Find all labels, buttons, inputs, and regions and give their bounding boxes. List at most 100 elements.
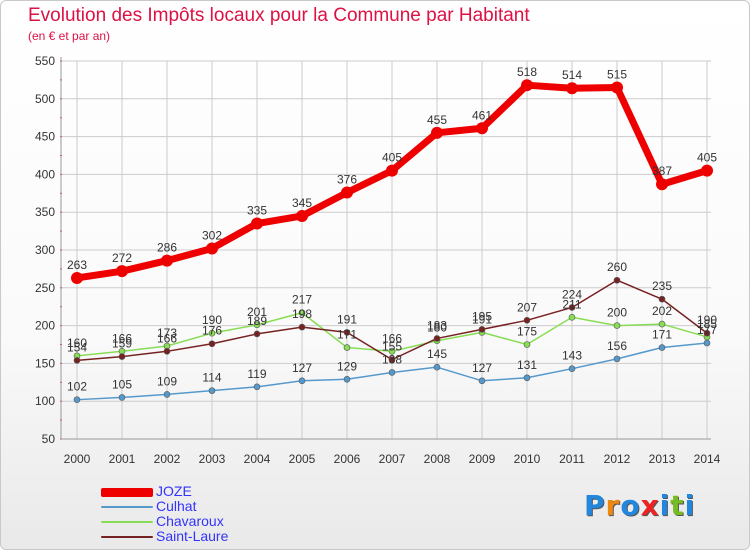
data-label: 211 <box>562 297 581 311</box>
y-tick-label: 400 <box>35 167 55 181</box>
data-point <box>568 365 576 372</box>
y-tick-label: 150 <box>35 356 55 370</box>
data-label: 173 <box>157 326 177 340</box>
data-point <box>523 341 531 348</box>
x-tick-label: 2001 <box>109 452 136 466</box>
data-label: 302 <box>202 228 222 242</box>
data-point <box>703 329 711 337</box>
data-label: 272 <box>112 251 132 265</box>
data-label: 102 <box>67 380 87 394</box>
legend-swatch <box>101 521 153 523</box>
data-label: 191 <box>472 312 492 326</box>
legend-swatch <box>101 488 153 497</box>
logo-letter: o <box>620 489 641 522</box>
data-label: 200 <box>607 306 627 320</box>
x-tick-label: 2002 <box>154 452 181 466</box>
logo-letter: t <box>670 489 685 522</box>
x-tick-label: 2014 <box>694 452 721 466</box>
data-point <box>613 322 621 329</box>
data-label: 201 <box>247 305 267 319</box>
data-label: 198 <box>292 307 312 321</box>
data-label: 180 <box>427 321 447 335</box>
data-point <box>116 265 128 278</box>
y-tick-label: 50 <box>42 432 56 446</box>
data-label: 518 <box>517 65 537 79</box>
chart-title: Evolution des Impôts locaux pour la Comm… <box>28 5 530 26</box>
data-label: 166 <box>157 331 177 345</box>
data-point <box>73 396 81 403</box>
data-label: 260 <box>607 260 627 274</box>
data-label: 155 <box>382 340 402 354</box>
data-point <box>478 326 486 333</box>
data-point <box>566 82 578 95</box>
data-label: 190 <box>697 313 717 327</box>
data-point <box>568 313 576 321</box>
data-label: 515 <box>607 67 627 81</box>
data-point <box>388 348 396 355</box>
data-point <box>658 295 666 303</box>
y-tick-label: 450 <box>35 130 55 144</box>
data-point <box>118 353 126 360</box>
data-label: 176 <box>202 324 222 338</box>
data-point <box>163 391 171 398</box>
data-point <box>73 357 81 364</box>
data-label: 177 <box>697 323 717 337</box>
data-label: 202 <box>652 304 672 318</box>
data-point <box>343 375 351 383</box>
data-point <box>521 79 533 92</box>
data-label: 156 <box>607 339 627 353</box>
data-label: 207 <box>517 300 537 314</box>
x-tick-label: 2013 <box>649 452 676 466</box>
x-tick-label: 2009 <box>469 452 496 466</box>
x-tick-label: 2008 <box>424 452 451 466</box>
data-label: 166 <box>112 331 132 345</box>
data-point <box>613 276 621 284</box>
x-tick-label: 2007 <box>379 452 406 466</box>
data-point <box>253 321 261 329</box>
data-label: 345 <box>292 196 312 210</box>
data-point <box>433 335 441 342</box>
data-label: 376 <box>337 173 357 187</box>
data-point <box>253 383 261 391</box>
data-point <box>611 81 623 94</box>
data-point <box>208 329 216 337</box>
data-point <box>388 369 396 376</box>
legend-swatch <box>101 536 153 538</box>
logo-letter: P <box>584 489 606 522</box>
data-label: 387 <box>652 164 672 178</box>
data-label: 129 <box>337 359 357 373</box>
data-point <box>656 178 668 191</box>
data-label: 171 <box>337 328 357 342</box>
data-label: 105 <box>112 377 132 391</box>
y-tick-label: 550 <box>35 54 55 68</box>
data-point <box>476 122 488 135</box>
proxiti-logo: Proxiti <box>584 489 695 522</box>
data-point <box>386 164 398 177</box>
x-tick-label: 2005 <box>289 452 316 466</box>
data-point <box>341 186 353 199</box>
data-point <box>523 317 531 324</box>
data-label: 217 <box>292 293 312 307</box>
data-label: 166 <box>382 331 402 345</box>
data-point <box>251 217 263 230</box>
data-label: 175 <box>517 325 537 339</box>
logo-letter: i <box>684 489 696 522</box>
data-label: 405 <box>697 151 717 165</box>
data-label: 263 <box>67 258 87 272</box>
data-point <box>658 344 666 351</box>
data-label: 191 <box>337 312 357 326</box>
legend-label: JOZE <box>156 483 192 499</box>
legend-label: Saint-Laure <box>156 528 229 544</box>
data-point <box>613 355 621 363</box>
data-label: 455 <box>427 113 447 127</box>
data-point <box>523 374 531 382</box>
data-label: 131 <box>517 358 537 372</box>
data-point <box>478 377 486 385</box>
y-tick-label: 200 <box>35 319 55 333</box>
logo-letter: r <box>605 489 621 522</box>
data-label: 461 <box>472 108 492 122</box>
data-point <box>296 209 308 222</box>
y-tick-label: 100 <box>35 394 55 408</box>
y-tick-label: 500 <box>35 92 55 106</box>
legend-swatch <box>101 506 153 508</box>
